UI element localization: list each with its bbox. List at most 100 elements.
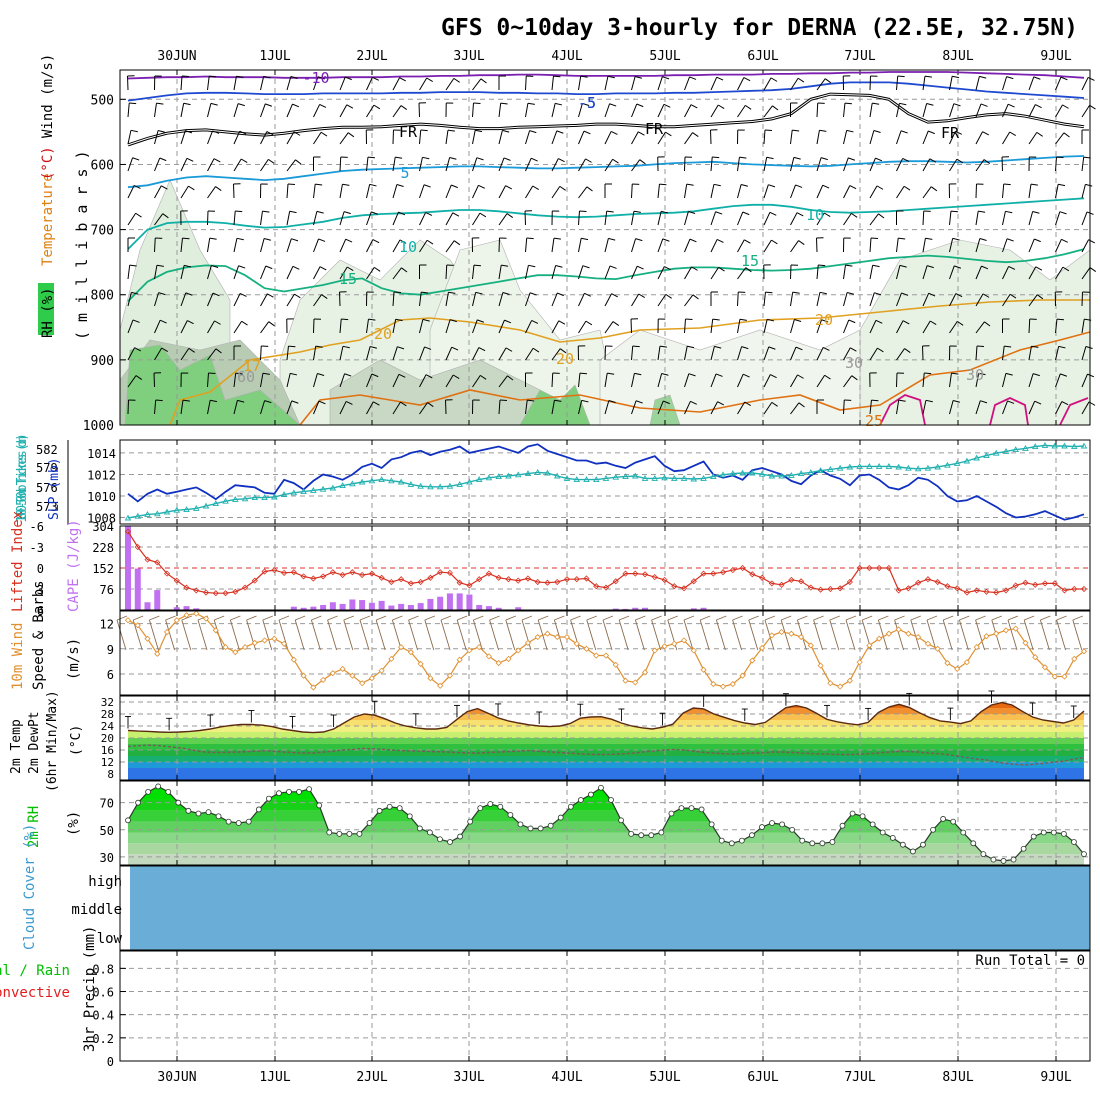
thickness-point: [632, 472, 639, 479]
wind-barb: [896, 130, 902, 145]
cape-tick-label: 152: [92, 562, 114, 576]
wind-barb-flag: [211, 265, 219, 268]
wind-barb-flag: [952, 237, 960, 241]
wind-barb-flag: [215, 348, 222, 354]
wind-speed-point: [719, 683, 727, 690]
cape-bar: [700, 607, 707, 610]
wind-barb-flag: [982, 131, 989, 136]
wind-barb-flag: [345, 400, 353, 405]
wind-barb: [260, 103, 266, 118]
contour-label: FR: [645, 120, 664, 138]
surface-wind-barb: [942, 619, 953, 651]
wind-barb-flag: [956, 158, 964, 164]
precip-tick-label: 0.4: [92, 1009, 114, 1023]
lifted-index-point: [778, 581, 785, 588]
wind-barb: [1055, 239, 1062, 253]
wind-barb: [922, 320, 931, 334]
rh-point: [950, 818, 957, 825]
wind-barb-flag: [634, 372, 642, 376]
surface-wind-barb-flag: [910, 615, 921, 621]
wind-barb-flag: [1058, 183, 1066, 187]
rh-point: [225, 818, 232, 825]
wind-speed-point: [505, 655, 512, 662]
wind-barb-flag: [688, 211, 696, 214]
wind-speed-point: [778, 628, 785, 636]
wind-barb: [1002, 400, 1008, 415]
wind-barb: [657, 211, 662, 226]
wind-barb: [710, 184, 715, 199]
surface-wind-barb: [359, 619, 370, 651]
wind-barb: [313, 211, 318, 226]
wind-barb-flag: [1060, 373, 1068, 377]
isotherm-5: [127, 155, 1085, 189]
wind-barb-flag: [662, 238, 670, 242]
wind-barb-flag: [1088, 239, 1095, 244]
wind-speed-point: [349, 672, 356, 679]
wind-barb-flag: [371, 211, 379, 215]
upper-air-grid: [120, 70, 1090, 426]
lifted-index-point: [154, 559, 161, 566]
wind-barb-flag: [293, 131, 301, 136]
wind-barb-flag: [421, 291, 429, 294]
wind-barb-flag: [744, 401, 751, 407]
thickness-point: [719, 471, 727, 478]
surface-wind-barb: [424, 619, 435, 651]
wind-speed-point: [1002, 627, 1010, 634]
wind-barb: [154, 292, 160, 307]
surface-wind-barb-flag: [959, 615, 970, 621]
wind-speed-point: [476, 644, 483, 651]
wind-barb: [180, 320, 188, 334]
cape-bar: [398, 603, 405, 610]
wind-barb-flag: [1033, 76, 1041, 80]
surface-wind-barb: [148, 619, 159, 651]
wind-barb-flag: [1087, 373, 1095, 378]
wind-barb-flag: [161, 185, 168, 190]
surface-wind-barb-flag: [505, 615, 516, 621]
rh-point: [296, 788, 302, 795]
temp-color-band: [128, 756, 1084, 762]
wind-barb: [684, 318, 686, 334]
wind-barb: [737, 77, 745, 91]
wind-barb: [869, 130, 875, 145]
wind-speed-point: [173, 617, 180, 624]
rh-point: [235, 820, 242, 826]
wind-barb-flag: [583, 130, 591, 135]
wind-barb: [684, 373, 690, 388]
lifted-index-point: [173, 577, 180, 584]
wind-barb: [551, 348, 561, 361]
wind-barb: [578, 400, 583, 415]
wind-barb: [180, 103, 185, 118]
wind-barb-flag: [581, 237, 589, 241]
rh-point: [396, 805, 403, 811]
thickness-point: [1041, 441, 1049, 448]
lifted-index-point: [944, 583, 951, 590]
wind-barb-flag: [344, 373, 352, 377]
rh-point: [849, 810, 856, 817]
wind-tick-label: 12: [100, 618, 114, 632]
wind-barb: [1081, 157, 1085, 172]
wind-barb: [472, 319, 478, 334]
slp-tick-label: 1014: [87, 447, 116, 461]
thickness-point: [875, 462, 883, 469]
wind-barb-flag: [925, 399, 933, 403]
wind-barb: [392, 77, 401, 91]
lifted-index-point: [993, 589, 1000, 596]
wind-tick-label: 9: [107, 643, 114, 657]
thickness-point: [1022, 444, 1029, 451]
rh-point: [920, 841, 926, 848]
wind-barb-flag: [235, 372, 243, 375]
wind-barb-flag: [427, 402, 434, 407]
contour-label: 30: [845, 354, 863, 372]
wind-barb: [790, 130, 793, 145]
lifted-index-point: [251, 577, 258, 584]
rh-point: [698, 806, 705, 813]
lifted-index-point: [827, 585, 834, 593]
wind-speed-point: [163, 628, 171, 636]
lifted-index-point: [963, 589, 971, 596]
wind-barb-flag: [237, 399, 245, 403]
wind-barb: [498, 319, 505, 334]
thickness-point: [514, 471, 522, 478]
wind-barb: [233, 158, 242, 172]
li-tick-label: -3: [30, 541, 44, 555]
wind-barb-flag: [742, 211, 750, 216]
